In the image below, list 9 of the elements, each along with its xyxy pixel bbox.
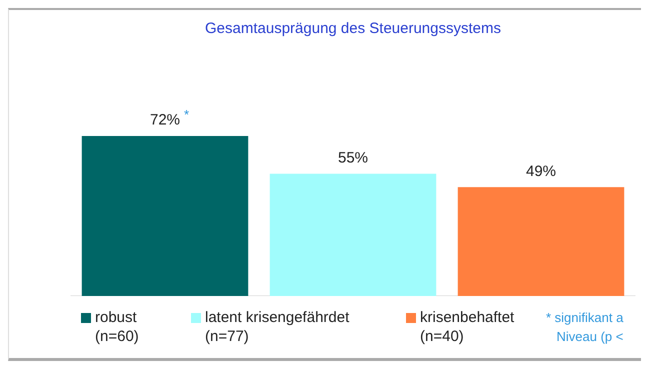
legend-label: latent krisengefährdet (n=77) bbox=[205, 308, 350, 346]
data-label: 55% bbox=[338, 149, 368, 166]
data-label: 72% bbox=[150, 112, 180, 129]
data-label: 49% bbox=[526, 162, 556, 180]
text: * signifikant a Niveau (p < bbox=[546, 309, 624, 346]
legend-label: robust (n=60) bbox=[95, 308, 139, 346]
legend-label: krisenbehaftet (n=40) bbox=[420, 308, 514, 346]
chart-title: Gesamtausprägung des Steuerungssystems bbox=[205, 20, 501, 38]
annotation: * bbox=[184, 107, 190, 122]
